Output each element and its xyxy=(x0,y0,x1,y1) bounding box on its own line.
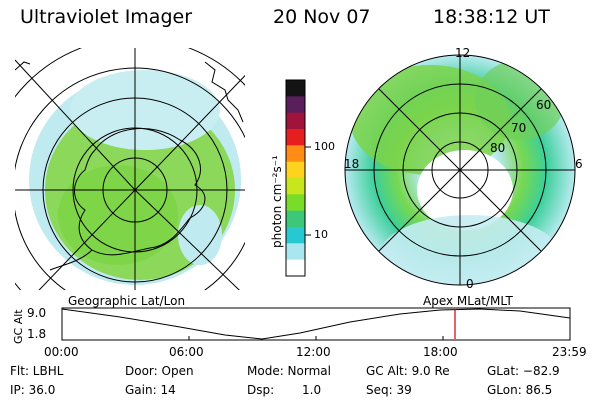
colorbar-segment xyxy=(286,178,305,195)
colorbar-segment xyxy=(286,80,305,97)
coast-top-right xyxy=(204,61,244,123)
altitude-plot xyxy=(61,307,571,341)
glon-status: GLon: 86.5 xyxy=(487,383,553,397)
altitude-xtick-0: 00:00 xyxy=(44,345,79,359)
meridian-lines xyxy=(15,48,245,290)
glat-status: GLat: −82.9 xyxy=(487,364,560,378)
ip-status: IP: 36.0 xyxy=(10,383,56,397)
mlat-label-80: 80 xyxy=(490,141,506,155)
mlt-lines xyxy=(345,55,575,285)
mlt-label-18: 18 xyxy=(344,157,360,171)
continent-outline xyxy=(74,128,206,256)
altitude-ytick-9: 9.0 xyxy=(27,306,47,320)
colorbar-segment xyxy=(286,161,305,179)
coast-top-left xyxy=(15,61,31,71)
gain-status: Gain: 14 xyxy=(125,383,176,397)
colorbar-segment xyxy=(286,129,305,146)
gc-alt-status: GC Alt: 9.0 Re xyxy=(366,364,450,378)
color-bar xyxy=(285,79,311,277)
date-label: 20 Nov 07 xyxy=(273,6,371,28)
aurora-gap-top xyxy=(70,70,220,150)
colorbar-segment xyxy=(286,194,305,212)
colorbar-segment xyxy=(286,243,305,261)
instrument-title: Ultraviolet Imager xyxy=(20,6,193,28)
colorbar-segment xyxy=(286,145,305,163)
altitude-ytick-1: 1.8 xyxy=(27,327,47,341)
time-label: 18:38:12 UT xyxy=(433,6,550,28)
door-status: Door: Open xyxy=(125,364,194,378)
aurora-emission-dusk xyxy=(350,65,510,175)
altitude-ylabel: GC Alt xyxy=(12,309,25,344)
seq-status: Seq: 39 xyxy=(366,383,412,397)
colorbar-segment xyxy=(286,259,305,277)
altitude-xtick-24: 23:59 xyxy=(552,345,587,359)
altitude-xtick-12: 12:00 xyxy=(296,345,331,359)
altitude-xticks xyxy=(61,336,571,340)
dsp-value: 1.0 xyxy=(302,383,322,397)
altitude-plot-frame xyxy=(61,307,571,341)
apex-caption: Apex MLat/MLT xyxy=(423,294,513,308)
colorbar-label-10: 10 xyxy=(314,228,328,241)
mlt-label-12: 12 xyxy=(455,46,471,60)
mlt-label-6: 6 xyxy=(575,157,583,171)
altitude-xtick-18: 18:00 xyxy=(423,345,458,359)
peninsula-outline xyxy=(49,249,93,271)
geographic-caption: Geographic Lat/Lon xyxy=(68,294,186,308)
mlt-label-0: 0 xyxy=(466,277,474,291)
magnetic-polar-map xyxy=(344,54,576,286)
colorbar-unit-label: photon cm⁻²s⁻¹ xyxy=(270,155,284,248)
dsp-status: Dsp: xyxy=(247,383,275,397)
geographic-polar-map xyxy=(15,48,245,290)
colorbar-segment xyxy=(286,227,305,244)
colorbar-segment xyxy=(286,112,305,130)
colorbar-segment xyxy=(286,210,305,228)
altitude-curve xyxy=(61,308,571,340)
colorbar-segment xyxy=(286,96,305,114)
colorbar-label-100: 100 xyxy=(314,140,335,153)
filter-status: Flt: LBHL xyxy=(10,364,64,378)
altitude-xtick-6: 06:00 xyxy=(169,345,204,359)
mlat-label-60: 60 xyxy=(536,98,552,112)
mlat-label-70: 70 xyxy=(511,121,527,135)
mode-status: Mode: Normal xyxy=(247,364,331,378)
